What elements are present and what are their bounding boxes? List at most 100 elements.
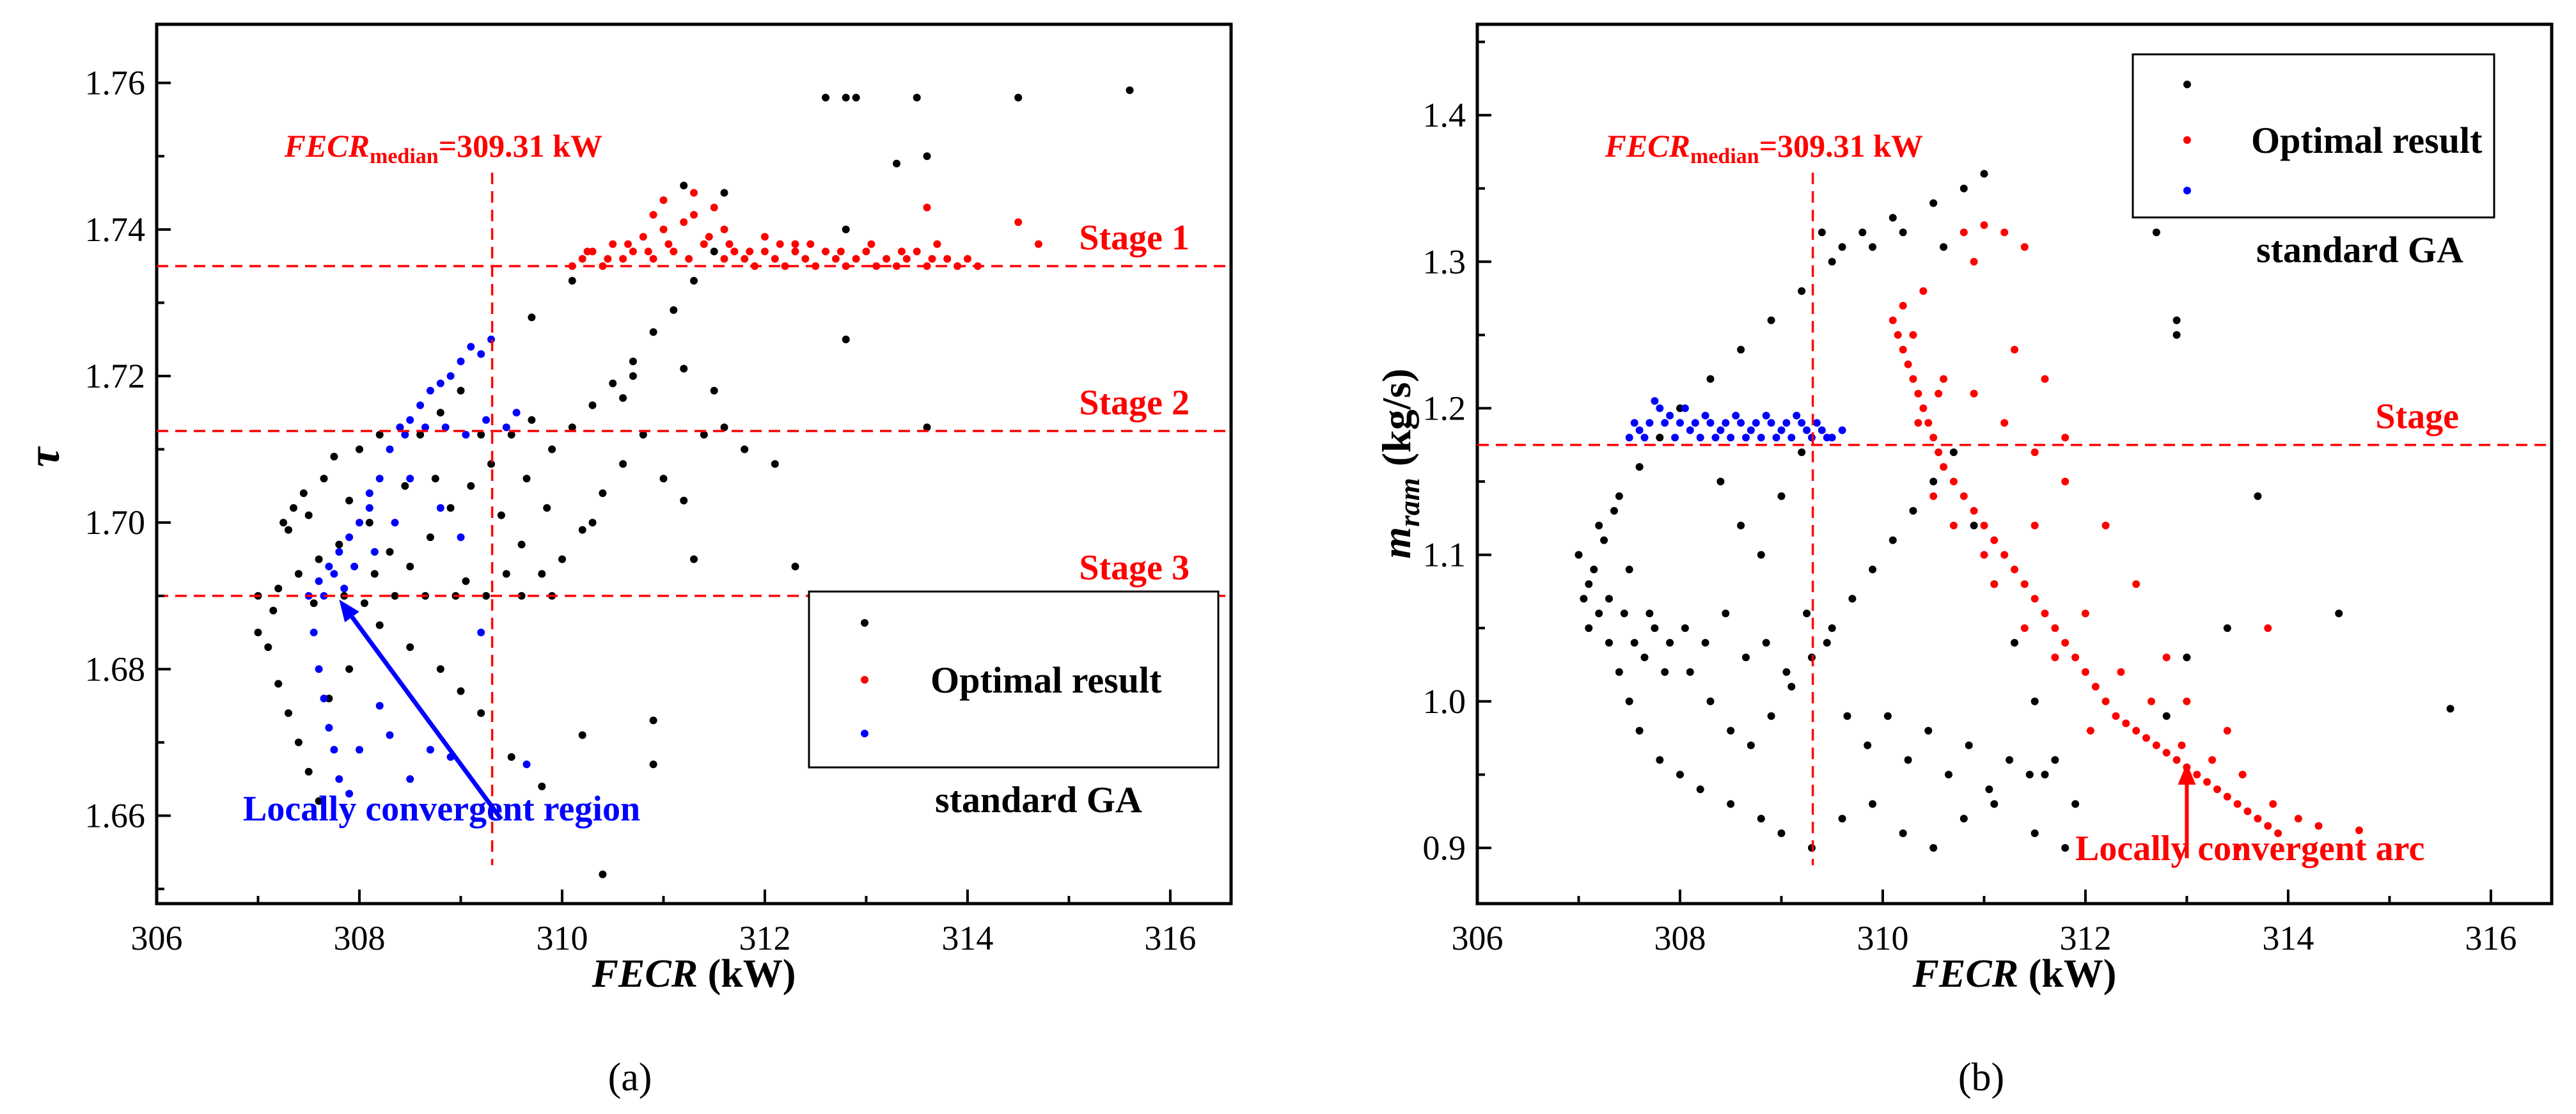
data-point-red: [2030, 448, 2039, 457]
data-point-red: [2269, 800, 2277, 808]
data-point-black: [629, 372, 637, 380]
data-point-blue: [1686, 426, 1694, 434]
data-point-black: [588, 519, 597, 527]
data-point-blue: [512, 409, 521, 417]
data-point-red: [2178, 741, 2186, 749]
data-point-blue: [1737, 419, 1745, 427]
data-point-black: [1803, 609, 1811, 618]
data-point-red: [2274, 829, 2282, 837]
data-point-blue: [1701, 411, 1709, 420]
data-point-blue: [335, 775, 343, 783]
data-point-red: [1929, 492, 1938, 500]
data-point-red: [2162, 654, 2171, 661]
data-point-black: [1696, 785, 1704, 794]
data-point-red: [2264, 624, 2272, 632]
data-point-blue: [1803, 426, 1811, 434]
data-point-blue: [522, 760, 531, 769]
data-point-red: [923, 203, 931, 212]
legend-standard-ga-label: standard GA: [2256, 229, 2463, 271]
data-point-red: [629, 247, 637, 256]
median-label-main: FECR: [1605, 128, 1690, 164]
data-point-black: [1843, 712, 1851, 720]
data-point-black: [290, 504, 297, 512]
y-axis-label-main: m: [1374, 527, 1419, 559]
data-point-black: [842, 225, 850, 233]
data-point-blue: [1818, 426, 1826, 434]
data-point-blue: [310, 629, 318, 636]
x-tick-label: 308: [1654, 919, 1706, 957]
data-point-red: [1980, 521, 1988, 530]
data-point-red: [2355, 826, 2363, 835]
x-tick-label: 310: [1857, 919, 1908, 957]
data-point-red: [1990, 580, 1999, 588]
data-point-black: [315, 797, 323, 805]
data-point-red: [913, 247, 921, 256]
data-point-red: [776, 240, 784, 248]
data-point-black: [568, 277, 576, 285]
data-point-red: [1935, 448, 1943, 457]
data-point-black: [1635, 463, 1644, 471]
data-point-black: [543, 504, 551, 512]
data-point-red: [852, 255, 860, 263]
data-point-blue: [441, 423, 450, 432]
data-point-red: [893, 262, 900, 271]
data-point-black: [599, 870, 607, 879]
data-point-red: [604, 255, 612, 263]
data-point-blue: [365, 489, 373, 498]
data-point-blue: [1696, 434, 1704, 442]
data-point-black: [1701, 639, 1709, 647]
data-point-blue: [436, 379, 444, 388]
annotation-arrowhead-b: [2178, 763, 2196, 785]
median-label-a: FECRmedian=309.31 kW: [284, 128, 602, 168]
data-point-red: [644, 247, 652, 256]
data-point-black: [365, 519, 373, 527]
data-point-black: [1924, 726, 1933, 735]
data-point-black: [436, 409, 444, 417]
x-axis-label-main: FECR: [1912, 952, 2018, 996]
data-point-black: [578, 731, 586, 739]
y-tick-label: 1.66: [85, 797, 146, 835]
data-point-red: [2294, 815, 2302, 823]
data-point-red: [1919, 287, 1928, 295]
data-point-black: [822, 93, 829, 102]
panel-b: Stage 306 308 310 312 314 316 0.9 1.0 1.1 1.2 1.3…: [1374, 22, 2554, 1099]
data-point-black: [771, 460, 779, 468]
y-tick-label: 1.3: [1423, 242, 1466, 281]
panel-label-b: (b): [1958, 1056, 2004, 1099]
y-axis-label-unit: (kg/s): [1374, 368, 1419, 466]
data-point-red: [2233, 843, 2242, 852]
data-point-red: [685, 255, 693, 263]
data-point-black: [1904, 756, 1912, 764]
data-point-black: [1605, 595, 1613, 603]
data-point-black: [2011, 639, 2018, 647]
data-point-red: [2172, 756, 2181, 764]
data-point-black: [370, 570, 379, 578]
data-point-red: [578, 255, 586, 263]
x-axis-label-a: FECR (kW): [592, 952, 796, 996]
data-point-black: [538, 570, 546, 578]
median-label-b: FECRmedian=309.31 kW: [1605, 128, 1923, 168]
data-point-black: [700, 430, 708, 439]
data-point-black: [1985, 785, 1993, 794]
data-point-red: [2213, 785, 2221, 794]
data-point-red: [624, 240, 632, 248]
legend-marker-blue: [2183, 187, 2191, 194]
data-point-blue: [1676, 419, 1684, 427]
data-point-red: [2020, 624, 2029, 632]
data-point-red: [1980, 221, 1988, 229]
data-point-black: [528, 313, 536, 322]
legend-marker-black: [861, 619, 868, 627]
data-point-black: [791, 562, 799, 570]
data-point-black: [1929, 478, 1938, 485]
data-point-blue: [1787, 434, 1796, 442]
data-point-blue: [1793, 411, 1801, 420]
data-point-black: [1782, 668, 1791, 676]
y-axis-label-sub: ram: [1393, 478, 1425, 527]
data-point-black: [457, 386, 465, 395]
data-point-black: [1767, 316, 1775, 324]
data-point-black: [1838, 243, 1846, 251]
data-point-black: [1580, 595, 1588, 603]
x-axis-label-unit: (kW): [698, 952, 796, 996]
x-tick-label: 312: [2059, 919, 2111, 957]
legend-marker-red: [861, 676, 868, 684]
